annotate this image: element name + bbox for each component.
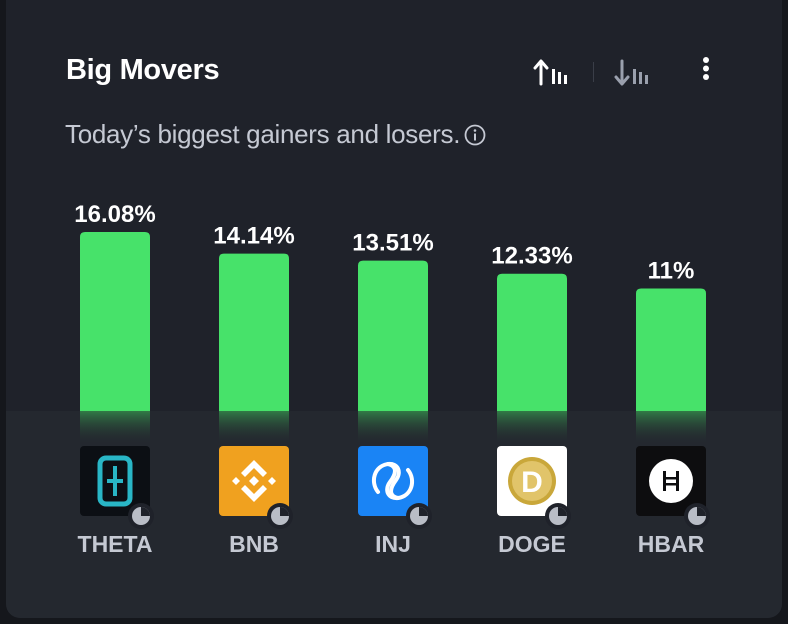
card-subtitle: Today’s biggest gainers and losers.: [65, 119, 486, 150]
sort-ascending-icon[interactable]: [533, 56, 571, 88]
bnb-logo-icon[interactable]: [219, 446, 293, 529]
category-label: THETA: [78, 531, 153, 557]
bar-value-label: 12.33%: [491, 243, 572, 270]
info-icon[interactable]: [464, 124, 486, 146]
theta-logo-icon[interactable]: [80, 446, 154, 529]
bar-chart: 16.08% THETA 14.14% BNB 13.51% INJ 12.33% DOGE 1…: [74, 201, 710, 557]
sort-descending-icon[interactable]: [614, 56, 652, 88]
card-title: Big Movers: [66, 54, 220, 86]
hbar-logo-icon[interactable]: [636, 446, 710, 529]
bar-doge[interactable]: [497, 273, 567, 411]
bar-glow: [358, 411, 428, 445]
bar-value-label: 14.14%: [213, 223, 294, 250]
svg-text:D: D: [521, 466, 543, 499]
pie-chart-badge-icon[interactable]: [684, 503, 710, 529]
bar-bnb[interactable]: [219, 253, 289, 411]
bar-value-label: 11%: [648, 258, 695, 285]
pie-chart-badge-icon[interactable]: [545, 503, 571, 529]
bar-glow: [497, 411, 567, 445]
bar-glow: [80, 411, 150, 445]
pie-chart-badge-icon[interactable]: [267, 503, 293, 529]
dogecoin-logo-icon[interactable]: D: [497, 446, 571, 529]
big-movers-card: Big Movers Today’s biggest gainers and l…: [6, 0, 782, 618]
more-vertical-icon[interactable]: [696, 56, 716, 84]
category-label: INJ: [375, 531, 411, 557]
bar-glow: [636, 411, 706, 445]
category-label: BNB: [229, 531, 279, 557]
pie-chart-badge-icon[interactable]: [406, 503, 432, 529]
bar-glow: [219, 411, 289, 445]
subtitle-text: Today’s biggest gainers and losers.: [65, 119, 461, 149]
injective-logo-icon[interactable]: [358, 446, 432, 529]
pie-chart-badge-icon[interactable]: [128, 503, 154, 529]
category-label: HBAR: [638, 531, 705, 557]
bar-hbar[interactable]: [636, 288, 706, 411]
category-label: DOGE: [498, 531, 566, 557]
bar-value-label: 16.08%: [74, 201, 155, 228]
bar-value-label: 13.51%: [352, 230, 433, 257]
bar-theta[interactable]: [80, 232, 150, 411]
bar-inj[interactable]: [358, 260, 428, 411]
toolbar-divider: [593, 62, 594, 82]
